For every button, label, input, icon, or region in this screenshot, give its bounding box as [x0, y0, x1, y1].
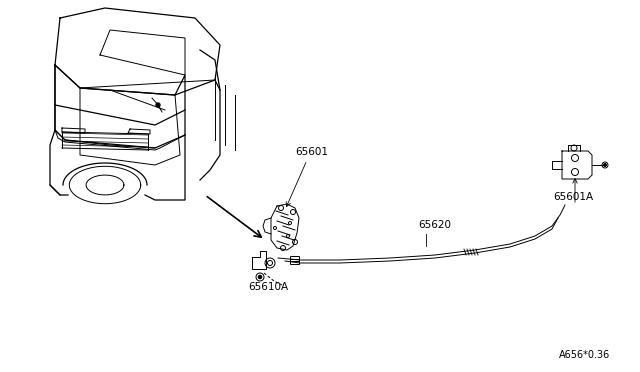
Circle shape: [604, 164, 607, 167]
Text: 65620: 65620: [418, 220, 451, 230]
Circle shape: [258, 275, 262, 279]
Text: 65601: 65601: [295, 147, 328, 157]
Text: 65601A: 65601A: [553, 192, 593, 202]
Circle shape: [156, 103, 160, 107]
Text: 65610A: 65610A: [248, 282, 288, 292]
Text: A656*0.36: A656*0.36: [559, 350, 610, 360]
